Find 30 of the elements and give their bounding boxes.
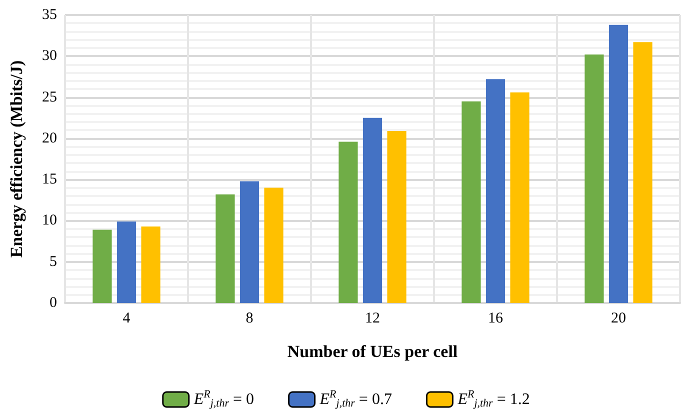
x-axis-title: Number of UEs per cell (287, 342, 458, 361)
x-tick-label: 20 (611, 310, 626, 326)
bar (462, 101, 481, 303)
y-tick-label: 5 (50, 254, 57, 270)
y-tick-label: 35 (42, 7, 57, 23)
bar (264, 188, 284, 303)
x-tick-label: 12 (365, 310, 380, 326)
bar (338, 142, 358, 303)
y-tick-label: 15 (42, 172, 57, 188)
bar (510, 92, 530, 303)
x-tick-label: 4 (122, 310, 131, 326)
bar (608, 24, 628, 303)
y-tick-label: 10 (42, 212, 57, 229)
bar (216, 194, 235, 303)
bar (240, 181, 260, 303)
x-tick-label: 16 (488, 310, 504, 326)
y-tick-label: 20 (42, 130, 57, 146)
y-tick-label: 0 (50, 295, 57, 311)
y-axis-title: Energy efficiency (Mbits/J) (7, 60, 26, 258)
y-tick-label: 30 (42, 48, 57, 64)
bar (633, 42, 652, 303)
x-tick-label: 8 (246, 310, 254, 326)
bar (92, 230, 112, 303)
bar (387, 131, 406, 303)
bar (116, 222, 136, 303)
bar (362, 118, 382, 303)
bar (141, 226, 160, 303)
bar (584, 54, 604, 303)
bar (486, 79, 506, 303)
y-tick-label: 25 (42, 89, 57, 106)
